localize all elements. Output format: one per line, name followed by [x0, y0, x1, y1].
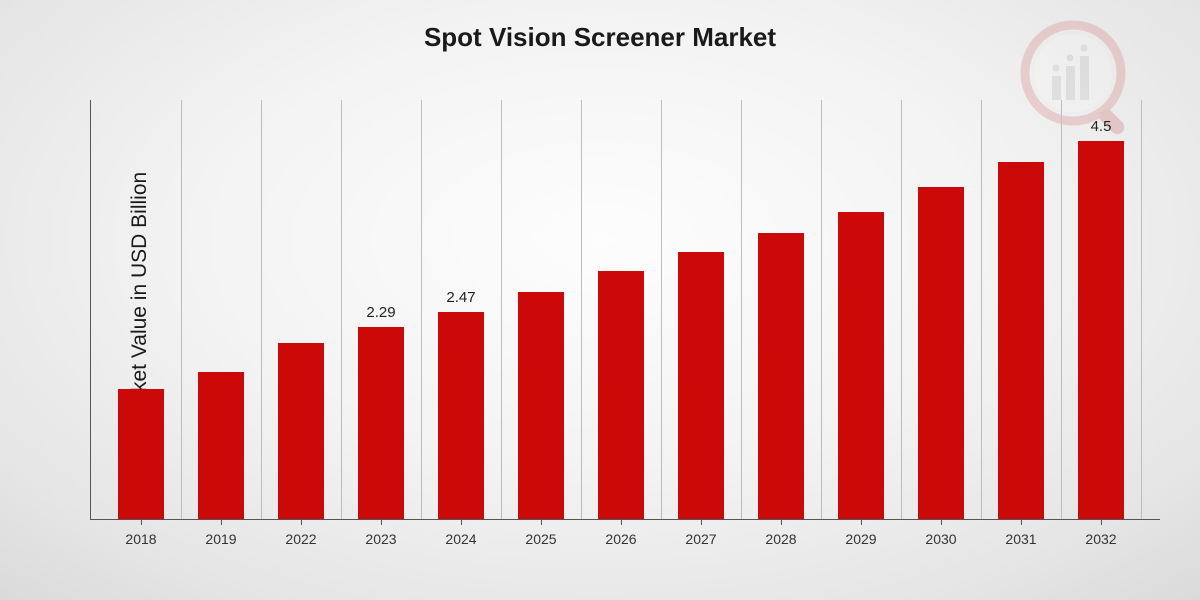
gridline [581, 100, 582, 519]
x-tick [541, 519, 542, 525]
x-tick [941, 519, 942, 525]
bar [1078, 141, 1124, 519]
gridline [741, 100, 742, 519]
gridline [1141, 100, 1142, 519]
x-tick [381, 519, 382, 525]
x-axis-label: 2027 [685, 531, 716, 547]
x-tick [701, 519, 702, 525]
x-axis-label: 2018 [125, 531, 156, 547]
x-axis-label: 2023 [365, 531, 396, 547]
x-axis-label: 2030 [925, 531, 956, 547]
bar [918, 187, 964, 519]
bar-value-label: 4.5 [1091, 118, 1112, 135]
bar [758, 233, 804, 519]
x-tick [461, 519, 462, 525]
bar [198, 372, 244, 519]
x-axis-label: 2032 [1085, 531, 1116, 547]
bar [838, 212, 884, 519]
gridline [901, 100, 902, 519]
x-tick [301, 519, 302, 525]
gridline [501, 100, 502, 519]
bar [358, 327, 404, 519]
x-axis-label: 2029 [845, 531, 876, 547]
bar [598, 271, 644, 519]
bar [998, 162, 1044, 519]
x-tick [141, 519, 142, 525]
bar [278, 343, 324, 519]
x-axis-label: 2026 [605, 531, 636, 547]
gridline [1061, 100, 1062, 519]
gridline [341, 100, 342, 519]
gridline [821, 100, 822, 519]
chart-page: Spot Vision Screener Market Market Value… [0, 0, 1200, 600]
gridline [421, 100, 422, 519]
gridline [981, 100, 982, 519]
bar-value-label: 2.29 [366, 304, 395, 321]
plot-area: 20182019202220232.2920242.47202520262027… [90, 100, 1160, 520]
x-axis-label: 2019 [205, 531, 236, 547]
x-axis-label: 2031 [1005, 531, 1036, 547]
bar [518, 292, 564, 519]
bar [118, 389, 164, 519]
x-tick [1021, 519, 1022, 525]
gridline [181, 100, 182, 519]
chart-title: Spot Vision Screener Market [0, 22, 1200, 53]
x-tick [221, 519, 222, 525]
gridline [661, 100, 662, 519]
bar-value-label: 2.47 [446, 289, 475, 306]
gridline [261, 100, 262, 519]
x-tick [781, 519, 782, 525]
bar [438, 312, 484, 519]
x-axis-label: 2024 [445, 531, 476, 547]
x-axis-label: 2028 [765, 531, 796, 547]
bar [678, 252, 724, 519]
x-axis-label: 2025 [525, 531, 556, 547]
x-tick [621, 519, 622, 525]
x-tick [1101, 519, 1102, 525]
x-tick [861, 519, 862, 525]
x-axis-label: 2022 [285, 531, 316, 547]
